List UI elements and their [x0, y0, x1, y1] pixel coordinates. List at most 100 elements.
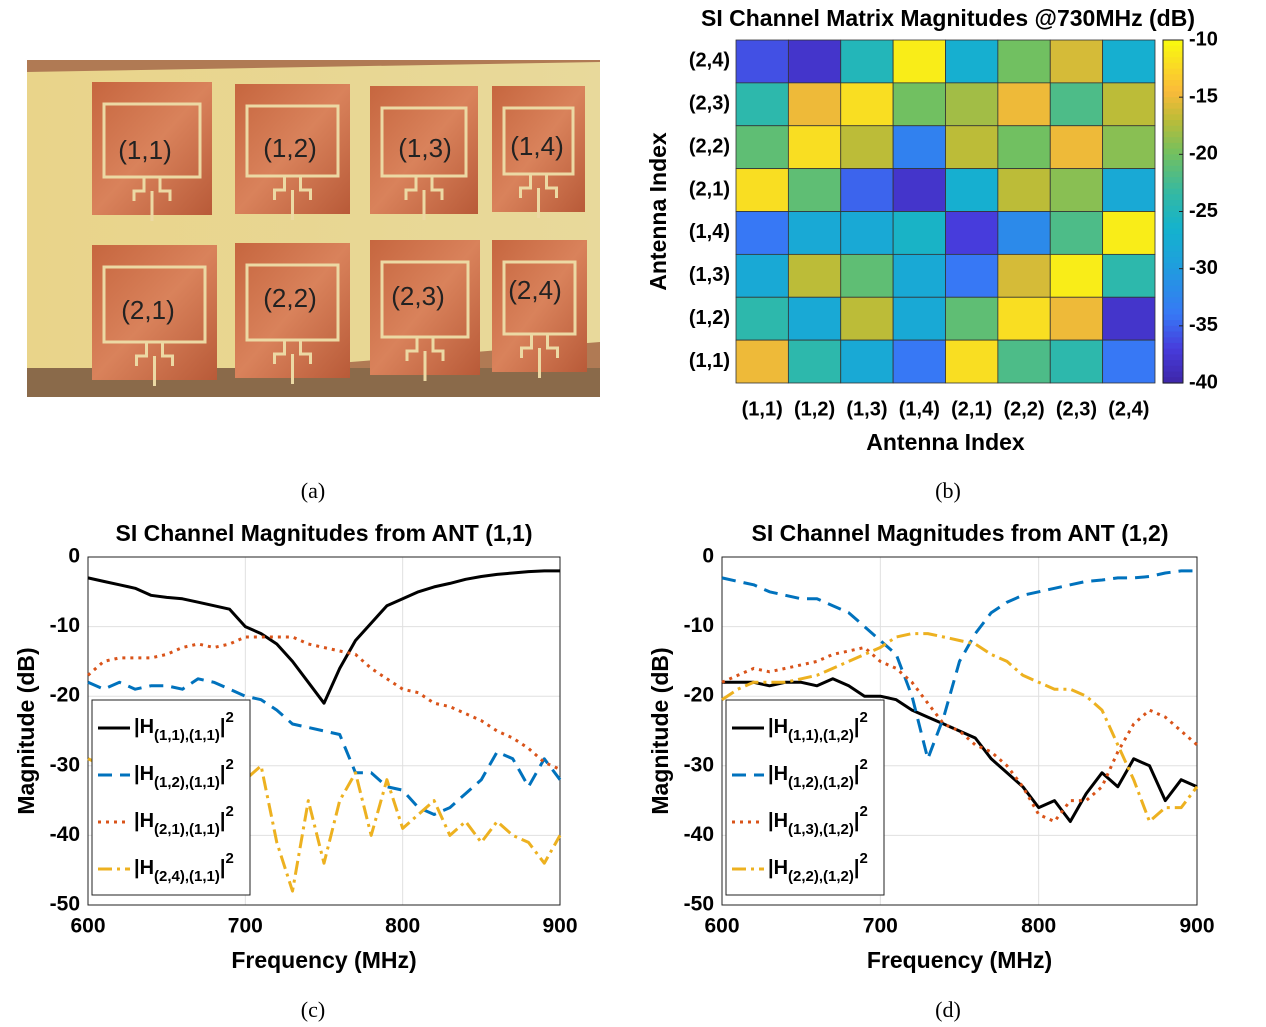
- colorbar-segment: [1163, 342, 1183, 350]
- colorbar-segment: [1163, 211, 1183, 218]
- x-tick-label: (2,2): [1004, 398, 1045, 420]
- heatmap-cell: [1049, 168, 1104, 212]
- antenna-slot: [245, 104, 340, 178]
- heatmap-cell: [840, 211, 894, 255]
- colorbar-segment: [1163, 348, 1183, 356]
- x-axis-label: Frequency (MHz): [231, 947, 416, 973]
- colorbar-segment: [1163, 257, 1183, 264]
- data-line: [722, 677, 1198, 823]
- heatmap-cell: [1049, 339, 1104, 384]
- patches: (1,1) (1,2) (1,3) (1,4) (2,1) (2,2) (2,3) (2,4): [92, 82, 587, 386]
- antenna-label: (1,2): [263, 133, 316, 163]
- heatmap-cell: [945, 296, 999, 341]
- colorbar-segment: [1163, 371, 1183, 378]
- colorbar-segment: [1163, 85, 1183, 93]
- chart-title: SI Channel Magnitudes from ANT (1,2): [751, 520, 1168, 546]
- feed-line: [519, 174, 558, 218]
- heatmap-cell: [840, 125, 894, 170]
- heatmap-cell: [892, 296, 946, 341]
- colorbar-tick-label: -35: [1189, 314, 1218, 336]
- legend-label: |H(1,3),(1,2)|2: [768, 803, 868, 838]
- colorbar-segment: [1163, 160, 1183, 167]
- heatmap-cell: [735, 39, 789, 84]
- heatmap-cell: [997, 168, 1051, 212]
- y-tick-label: -50: [50, 893, 80, 916]
- heatmap-cell: [840, 296, 894, 341]
- y-tick-label: -20: [50, 684, 80, 707]
- colorbar-segment: [1163, 57, 1183, 64]
- colorbar-segment: [1163, 205, 1183, 213]
- y-tick-label: 0: [702, 545, 714, 568]
- heatmap-cell: [735, 125, 789, 170]
- colorbar-segment: [1163, 154, 1183, 161]
- heatmap-cell: [840, 39, 894, 84]
- y-tick-label: (2,1): [689, 178, 730, 200]
- heatmap-cell: [735, 253, 789, 298]
- y-tick-label: -10: [50, 614, 80, 637]
- colorbar-segment: [1163, 171, 1183, 178]
- colorbar-tick-label: -30: [1189, 257, 1218, 279]
- y-tick-label: (1,4): [689, 221, 730, 243]
- legend-box: [725, 699, 885, 896]
- legend-label: |H(1,2),(1,1)|2: [134, 756, 234, 791]
- legend-label: |H(2,2),(1,2)|2: [768, 850, 868, 885]
- heatmap-cell: [892, 253, 946, 298]
- data-line: [87, 569, 560, 705]
- colorbar-segment: [1163, 274, 1183, 281]
- data-line: [87, 635, 561, 771]
- colorbar-segment: [1163, 68, 1183, 75]
- heatmap-cell: [997, 253, 1051, 298]
- colorbar-segment: [1163, 80, 1183, 87]
- antenna-slot: [102, 265, 207, 344]
- antenna-label: (2,4): [508, 275, 561, 305]
- colorbar-segment: [1163, 137, 1183, 144]
- heatmap-cell: [997, 339, 1051, 384]
- heatmap-cell: [787, 39, 842, 84]
- heatmap-cell: [997, 39, 1051, 84]
- antenna-slot: [380, 106, 468, 178]
- colorbar-segment: [1163, 228, 1183, 235]
- heatmap-cell: [1102, 339, 1156, 384]
- heatmap-cell: [892, 39, 946, 84]
- x-tick-label: 700: [863, 915, 898, 938]
- heatmap-cell: [787, 296, 842, 341]
- colorbar-segment: [1163, 51, 1183, 58]
- antenna-label: (1,4): [510, 131, 563, 161]
- x-axis-label: Antenna Index: [866, 429, 1025, 455]
- antenna-label: (2,2): [263, 283, 316, 313]
- colorbar-segment: [1163, 142, 1183, 150]
- caption: (b): [935, 478, 961, 503]
- x-tick-label: 600: [70, 915, 105, 938]
- colorbar-segment: [1163, 45, 1183, 53]
- colorbar-segment: [1163, 148, 1183, 155]
- legend-label: |H(1,2),(1,2)|2: [768, 756, 868, 791]
- heatmap-cell: [1102, 211, 1156, 255]
- heatmap-cell: [1102, 82, 1156, 127]
- y-tick-label: -20: [684, 684, 714, 707]
- heatmap-cell: [997, 211, 1051, 255]
- x-tick-label: 800: [1021, 915, 1056, 938]
- feed-line: [405, 337, 445, 381]
- chart-title: SI Channel Matrix Magnitudes @730MHz (dB…: [701, 5, 1195, 31]
- x-tick-label: (1,4): [899, 398, 940, 420]
- colorbar-segment: [1163, 40, 1183, 47]
- heatmap-cell: [1049, 296, 1104, 341]
- heatmap-cell: [840, 339, 894, 384]
- colorbar-segment: [1163, 188, 1183, 195]
- x-tick-label: 800: [385, 915, 420, 938]
- y-tick-label: (1,1): [689, 350, 730, 372]
- heatmap-cell: [892, 168, 946, 212]
- colorbar-segment: [1163, 297, 1183, 304]
- heatmap-cell: [787, 211, 842, 255]
- legend-box: [91, 699, 251, 896]
- colorbar-tick-label: -20: [1189, 143, 1218, 165]
- heatmap-cell: [945, 339, 999, 384]
- feed-line: [273, 340, 312, 384]
- colorbar-segment: [1163, 125, 1183, 133]
- antenna-label: (2,1): [121, 295, 174, 325]
- heatmap-cell: [892, 211, 946, 255]
- data-line: [87, 677, 562, 816]
- y-tick-label: -10: [684, 614, 714, 637]
